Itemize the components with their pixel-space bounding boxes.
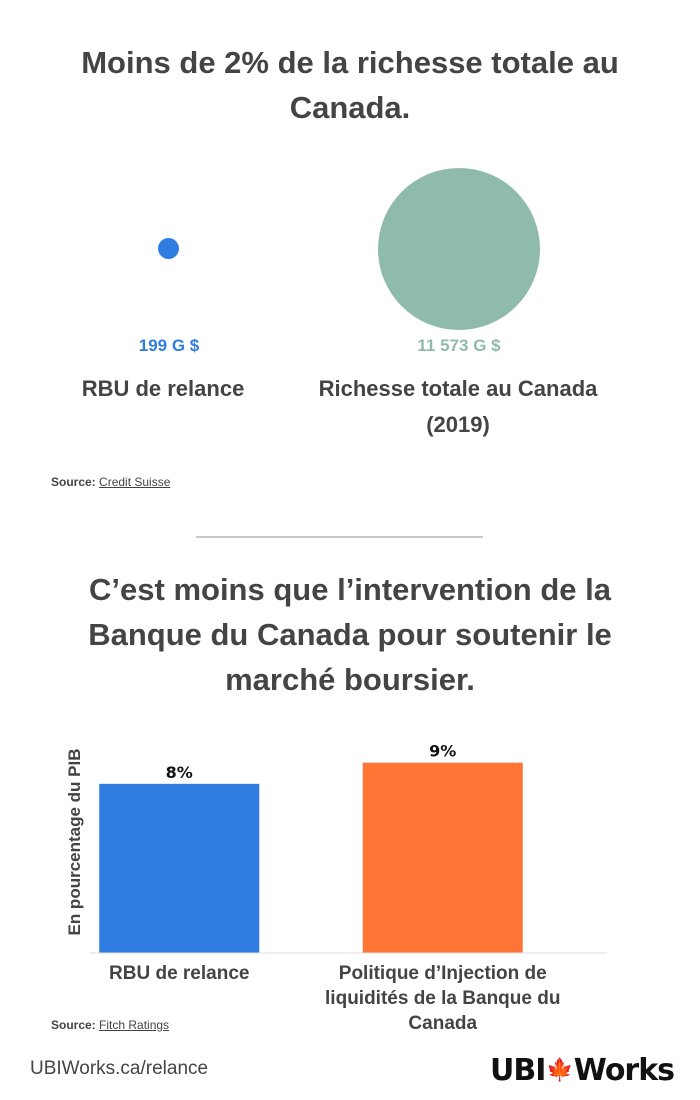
source-credit-suisse: Source: Credit Suisse <box>51 475 170 489</box>
bar-1 <box>99 783 260 953</box>
maple-leaf-icon: 🍁 <box>546 1057 573 1083</box>
bar-2 <box>362 762 523 953</box>
section-divider <box>196 536 483 538</box>
bubble-rbu <box>158 238 179 259</box>
bubble-rbu-value: 199 G $ <box>138 336 200 355</box>
bar-value-label-1: 8% <box>166 763 193 782</box>
source-prefix: Source: <box>51 475 96 489</box>
bar-category-label-2: Politique d’Injection de liquidités de la… <box>325 963 560 1034</box>
bubble-total-wealth <box>378 168 540 330</box>
bubble-total-wealth-value: 11 573 G $ <box>417 336 501 355</box>
bubble-rbu-label: RBU de relance <box>81 376 245 401</box>
bar-value-label-2: 9% <box>429 742 456 761</box>
source-link-fitch-ratings[interactable]: Fitch Ratings <box>99 1018 170 1032</box>
footer-url[interactable]: UBIWorks.ca/relance <box>30 1058 209 1079</box>
logo-works: Works <box>573 1052 675 1088</box>
y-axis-label: En pourcentage du PIB <box>65 748 84 935</box>
source-link-credit-suisse[interactable]: Credit Suisse <box>99 475 171 489</box>
section1-title: Moins de 2% de la richesse totale au Can… <box>81 45 619 125</box>
logo-ubi: UBI <box>490 1052 546 1088</box>
section2-title: C’est moins que l’intervention de la Ban… <box>88 572 612 697</box>
bubble-total-wealth-label: Richesse totale au Canada (2019) <box>318 376 598 437</box>
source-fitch-ratings: Source: Fitch Ratings <box>51 1018 169 1032</box>
ubiworks-logo: UBI 🍁 Works <box>490 1050 675 1090</box>
source-prefix: Source: <box>51 1018 96 1032</box>
bar-category-label-1: RBU de relance <box>109 963 249 984</box>
